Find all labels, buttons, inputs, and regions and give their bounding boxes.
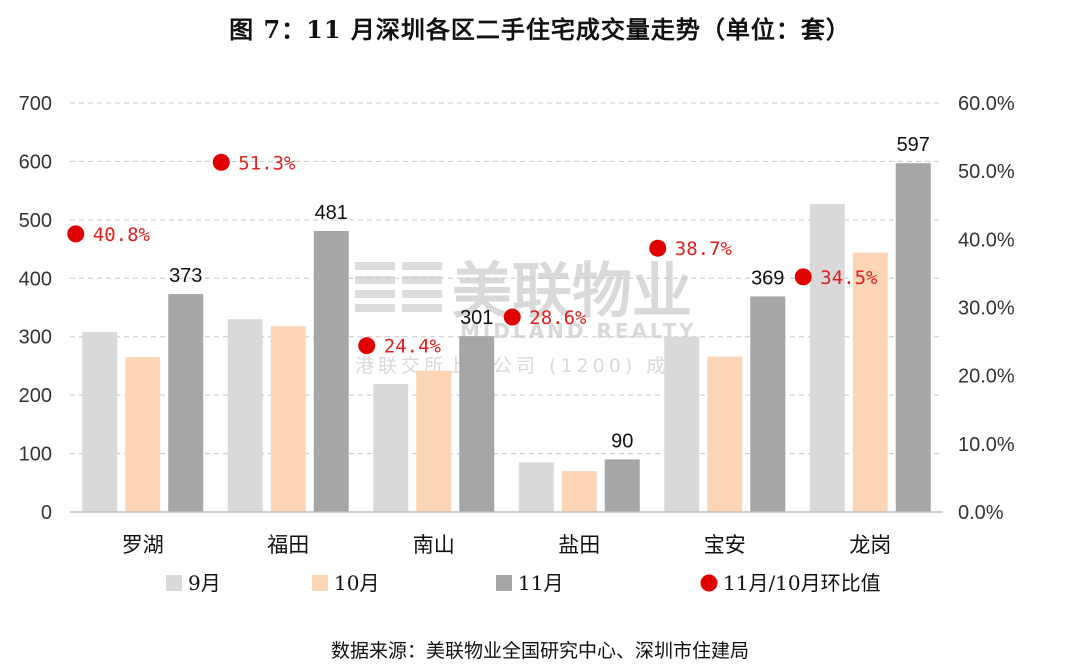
y-left-tick: 400 <box>19 268 52 290</box>
bar-2-南山 <box>416 370 452 512</box>
bar-3-龙岗 <box>895 163 931 512</box>
legend: 9月 10月 11月 11月/10月环比值 <box>166 571 881 595</box>
bars <box>82 163 931 513</box>
y-right-tick: 20.0% <box>958 366 1015 388</box>
bar-3-南山 <box>459 336 495 512</box>
y-right-tick: 30.0% <box>958 298 1015 320</box>
ratio-points: 40.8% 51.3% 24.4% 28.6% 38.7% 34.5% <box>67 152 878 358</box>
ratio-label: 28.6% <box>529 307 587 329</box>
bar-2-盐田 <box>561 471 597 512</box>
x-tick-label: 南山 <box>413 533 455 557</box>
x-tick-label: 盐田 <box>558 533 600 557</box>
y-right-tick: 40.0% <box>958 229 1015 251</box>
y-left-tick: 0 <box>41 502 52 524</box>
source-note: 数据来源：美联物业全国研究中心、深圳市住建局 <box>330 640 749 662</box>
legend-label: 10月 <box>334 571 379 595</box>
x-tick-label: 宝安 <box>704 533 746 557</box>
ratio-label: 24.4% <box>384 336 442 358</box>
legend-label: 11月/10月环比值 <box>723 571 881 595</box>
watermark-brand-en: MIDLAND REALTY <box>460 319 697 343</box>
legend-swatch <box>700 574 718 592</box>
y-left-tick: 100 <box>19 444 52 466</box>
bar-2-宝安 <box>707 356 743 512</box>
bar-1-宝安 <box>664 336 700 512</box>
chart-title: 图 7：11 月深圳各区二手住宅成交量走势（单位：套） <box>229 15 851 44</box>
bar-value-label: 90 <box>611 430 633 452</box>
bar-value-label: 597 <box>897 134 930 156</box>
legend-item: 9月 <box>166 571 221 595</box>
bar-2-福田 <box>270 326 306 512</box>
bar-value-label: 373 <box>169 265 202 287</box>
ratio-point <box>649 239 667 257</box>
legend-label: 11月 <box>518 571 563 595</box>
watermark-brand: 美联物业 <box>452 257 692 327</box>
x-tick-label: 龙岗 <box>849 533 891 557</box>
y-left-tick: 700 <box>19 93 52 115</box>
y-left-tick: 600 <box>19 151 52 173</box>
bar-1-福田 <box>227 319 263 512</box>
bar-value-label: 369 <box>751 267 784 289</box>
watermark-company: 港联交所上市公司 (1200) 成 <box>355 355 669 377</box>
x-tick-label: 福田 <box>267 533 309 557</box>
bar-1-罗湖 <box>82 332 118 512</box>
ratio-label: 40.8% <box>93 224 151 246</box>
ratio-point <box>358 337 376 355</box>
legend-label: 9月 <box>188 571 221 595</box>
legend-swatch <box>312 575 328 591</box>
ratio-point <box>67 225 85 243</box>
y-left-tick: 200 <box>19 385 52 407</box>
bar-1-盐田 <box>518 462 554 512</box>
legend-swatch <box>166 575 182 591</box>
x-tick-label: 罗湖 <box>122 533 164 557</box>
y-left-tick: 300 <box>19 327 52 349</box>
bar-3-宝安 <box>750 296 786 512</box>
ratio-point <box>212 153 230 171</box>
bar-1-南山 <box>373 384 409 512</box>
bar-value-label: 301 <box>460 307 493 329</box>
ratio-label: 51.3% <box>238 152 296 174</box>
legend-item: 11月 <box>496 571 563 595</box>
bar-3-福田 <box>313 230 349 513</box>
y-right-tick: 50.0% <box>958 161 1015 183</box>
y-right-tick: 60.0% <box>958 93 1015 115</box>
legend-item: 10月 <box>312 571 379 595</box>
ratio-label: 34.5% <box>820 267 878 289</box>
y-left-tick: 500 <box>19 210 52 232</box>
bar-1-龙岗 <box>809 204 845 512</box>
y-right-tick: 10.0% <box>958 434 1015 456</box>
ratio-point <box>794 268 812 286</box>
legend-swatch <box>496 575 512 591</box>
legend-item: 11月/10月环比值 <box>700 571 881 595</box>
y-right-tick: 0.0% <box>958 502 1004 524</box>
data-labels: 373 481 301 90 369 597 <box>169 134 930 452</box>
bar-3-罗湖 <box>168 294 204 512</box>
ratio-point <box>503 308 521 326</box>
bar-value-label: 481 <box>315 202 348 224</box>
axes: 0 100 200 300 400 500 600 700 0.0% 10.0% 20.0% 30.0… <box>19 93 1015 557</box>
bar-3-盐田 <box>604 459 640 512</box>
watermark-logo-icon <box>355 262 442 312</box>
ratio-label: 38.7% <box>675 238 733 260</box>
bar-2-罗湖 <box>125 357 161 512</box>
bar-2-龙岗 <box>852 252 888 512</box>
